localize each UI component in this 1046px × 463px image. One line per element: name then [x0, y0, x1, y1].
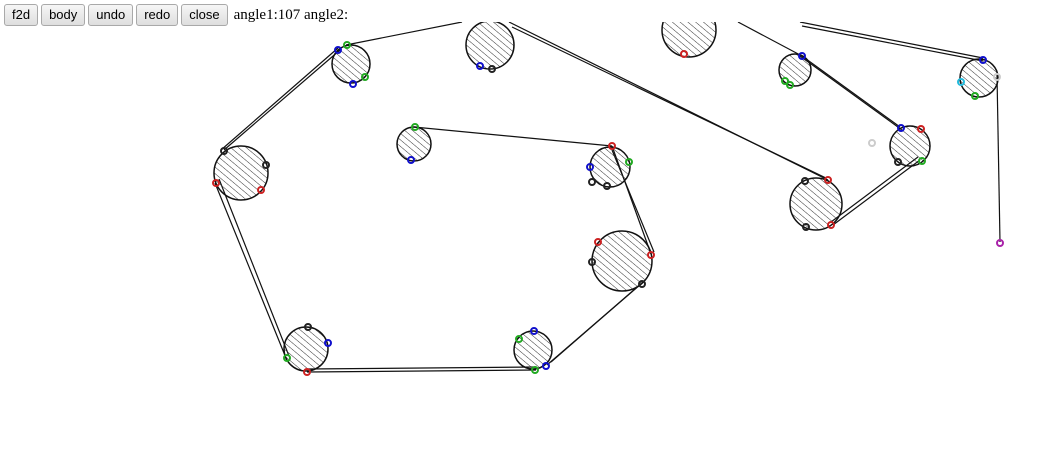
control-point-marker[interactable]: [530, 327, 538, 335]
control-point-marker[interactable]: [476, 62, 484, 70]
circle-h[interactable]: [589, 146, 631, 188]
control-point-marker[interactable]: [515, 335, 523, 343]
connector-line: [996, 74, 1001, 243]
control-point-marker[interactable]: [283, 354, 291, 362]
control-point-marker[interactable]: [638, 280, 646, 288]
control-point-marker[interactable]: [349, 80, 357, 88]
connector-line: [550, 281, 644, 363]
connector-line: [214, 182, 287, 359]
control-point-marker[interactable]: [361, 73, 369, 81]
connector-line: [801, 55, 901, 128]
undo-button[interactable]: undo: [88, 4, 134, 26]
control-point-marker[interactable]: [220, 147, 228, 155]
control-point-marker[interactable]: [603, 182, 611, 190]
control-point-marker[interactable]: [781, 77, 789, 85]
circle-d[interactable]: [778, 53, 812, 87]
connector-line: [799, 22, 984, 59]
f2d-button[interactable]: f2d: [4, 4, 39, 26]
control-point-marker[interactable]: [996, 239, 1004, 247]
connector-line: [306, 369, 537, 373]
control-point-marker[interactable]: [257, 186, 265, 194]
connector-line: [832, 159, 921, 226]
control-point-marker[interactable]: [531, 366, 539, 374]
connector-line: [511, 26, 827, 179]
connector-line: [223, 49, 341, 151]
circle-j[interactable]: [789, 177, 843, 231]
control-point-marker[interactable]: [802, 223, 810, 231]
circle-a[interactable]: [331, 44, 371, 84]
connector-line: [220, 47, 339, 151]
circle-k[interactable]: [591, 230, 653, 292]
redo-button[interactable]: redo: [136, 4, 179, 26]
control-point-marker[interactable]: [827, 221, 835, 229]
circle-i[interactable]: [889, 125, 931, 167]
toolbar: f2d body undo redo close angle1:107 angl…: [4, 3, 348, 27]
control-point-marker[interactable]: [868, 139, 876, 147]
connector-line: [218, 178, 290, 357]
control-point-marker[interactable]: [917, 125, 925, 133]
control-point-marker[interactable]: [324, 339, 332, 347]
control-point-marker[interactable]: [586, 163, 594, 171]
connector-line: [801, 25, 984, 62]
control-point-marker[interactable]: [979, 56, 987, 64]
control-point-marker[interactable]: [343, 41, 351, 49]
circle-b[interactable]: [465, 21, 515, 70]
control-point-marker[interactable]: [262, 161, 270, 169]
control-point-marker[interactable]: [918, 157, 926, 165]
close-button[interactable]: close: [181, 4, 228, 26]
connector-line: [306, 366, 537, 370]
control-point-marker[interactable]: [824, 176, 832, 184]
connector-line: [345, 22, 463, 46]
control-point-marker[interactable]: [993, 73, 1001, 81]
control-point-marker[interactable]: [957, 78, 965, 86]
circle-f[interactable]: [213, 145, 269, 201]
control-point-marker[interactable]: [647, 251, 655, 259]
control-point-marker[interactable]: [212, 179, 220, 187]
control-point-marker[interactable]: [897, 124, 905, 132]
connector-line: [799, 55, 903, 131]
control-point-marker[interactable]: [680, 50, 688, 58]
circle-c[interactable]: [661, 3, 717, 58]
circle-l[interactable]: [283, 326, 329, 372]
control-point-marker[interactable]: [608, 142, 616, 150]
control-point-marker[interactable]: [894, 158, 902, 166]
control-point-marker[interactable]: [303, 368, 311, 376]
control-point-marker[interactable]: [588, 178, 596, 186]
control-point-marker[interactable]: [801, 177, 809, 185]
control-point-marker[interactable]: [488, 65, 496, 73]
control-point-marker[interactable]: [304, 323, 312, 331]
control-point-marker[interactable]: [786, 81, 794, 89]
circle-e[interactable]: [959, 58, 999, 98]
connector-line: [737, 22, 803, 57]
control-point-marker[interactable]: [542, 362, 550, 370]
body-button[interactable]: body: [41, 4, 86, 26]
control-point-marker[interactable]: [407, 156, 415, 164]
control-point-marker[interactable]: [594, 238, 602, 246]
control-point-marker[interactable]: [588, 258, 596, 266]
control-point-marker[interactable]: [798, 52, 806, 60]
control-point-marker[interactable]: [971, 92, 979, 100]
control-point-marker[interactable]: [334, 46, 342, 54]
control-point-marker[interactable]: [411, 123, 419, 131]
circle-g[interactable]: [396, 126, 432, 162]
connector-line: [830, 156, 919, 223]
angle-status-text: angle1:107 angle2:: [233, 6, 349, 23]
connector-line: [413, 126, 613, 147]
control-point-marker[interactable]: [625, 158, 633, 166]
